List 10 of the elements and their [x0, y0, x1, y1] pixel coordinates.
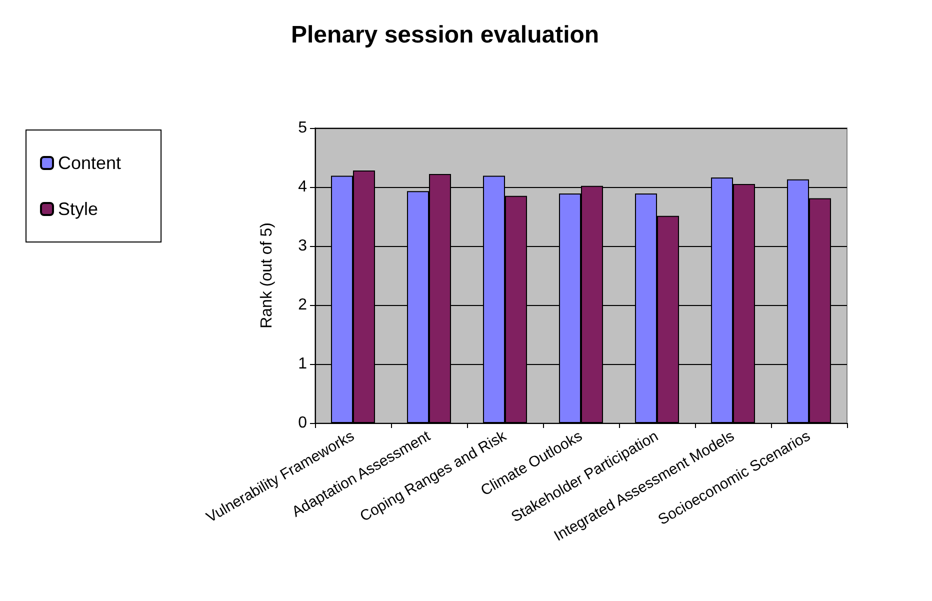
y-tick-label: 5: [298, 120, 308, 136]
y-tick-label: 1: [298, 356, 308, 372]
legend-label: Style: [58, 199, 98, 219]
y-axis-title: Rank (out of 5): [258, 222, 276, 328]
y-tick-label: 0: [298, 414, 308, 432]
chart-title: Plenary session evaluation: [290, 22, 600, 48]
y-tick-label: 4: [298, 178, 308, 196]
y-tick-label: 3: [298, 238, 308, 254]
legend-label: Content: [58, 153, 122, 173]
y-tick-label: 2: [298, 296, 308, 314]
